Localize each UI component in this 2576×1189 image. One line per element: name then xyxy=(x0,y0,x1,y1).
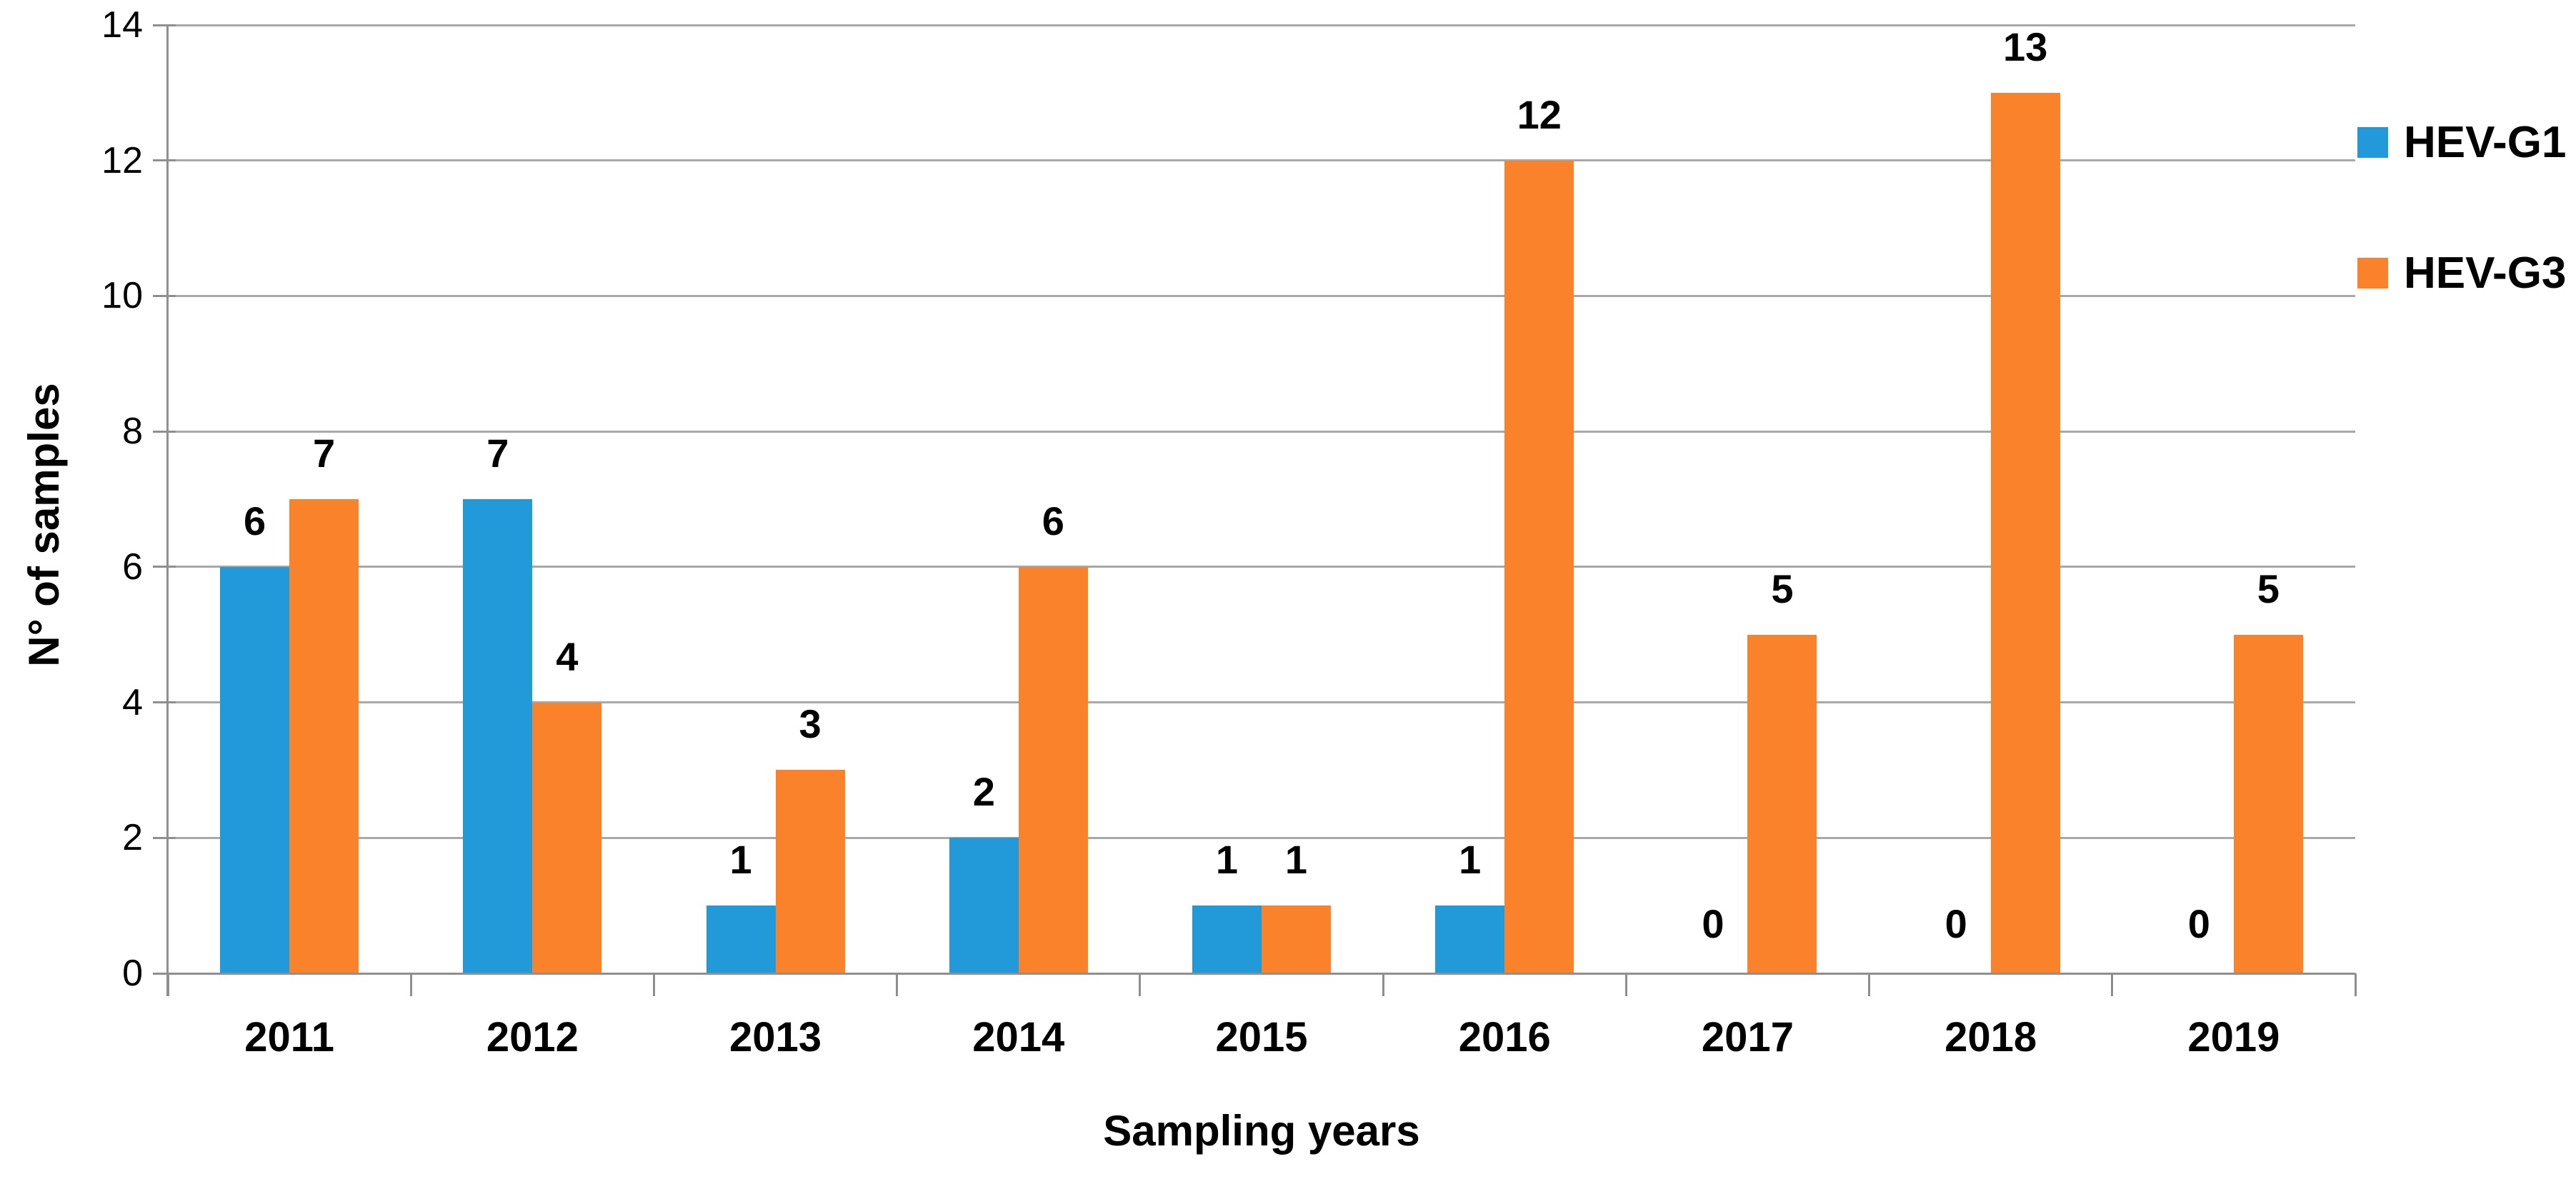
bar-hev-g1-2011 xyxy=(220,566,290,973)
y-tick-mark xyxy=(153,159,176,162)
bar-hev-g3-2016 xyxy=(1504,160,1574,973)
legend-item: HEV-G3 xyxy=(2357,248,2566,298)
x-category-label: 2018 xyxy=(1945,1014,2037,1060)
legend-item: HEV-G1 xyxy=(2357,117,2566,168)
y-tick-label: 8 xyxy=(122,411,143,453)
bar-hev-g1-2013 xyxy=(706,905,776,973)
bar-value-label: 1 xyxy=(1284,837,1308,883)
y-tick-label: 10 xyxy=(101,275,143,317)
y-tick-label: 2 xyxy=(122,817,143,859)
y-axis-line xyxy=(166,25,169,996)
bar-value-label: 7 xyxy=(313,431,336,476)
bar-hev-g3-2011 xyxy=(289,499,359,973)
bar-value-label: 0 xyxy=(1945,901,1967,946)
x-category-label: 2019 xyxy=(2187,1014,2280,1060)
bar-value-label: 3 xyxy=(799,701,822,747)
y-tick-mark xyxy=(153,972,176,975)
x-category-label: 2014 xyxy=(972,1014,1065,1060)
y-tick-mark xyxy=(153,294,176,297)
x-tick-mark xyxy=(652,973,655,996)
x-category-label: 2017 xyxy=(1701,1014,1794,1060)
x-tick-mark xyxy=(2354,973,2357,996)
bar-hev-g1-2015 xyxy=(1192,905,1262,973)
legend-label: HEV-G3 xyxy=(2404,249,2567,298)
x-tick-mark xyxy=(1139,973,1142,996)
bar-hev-g3-2015 xyxy=(1262,905,1331,973)
legend-swatch-hev-g1 xyxy=(2357,127,2388,158)
y-tick-label: 12 xyxy=(101,139,143,181)
bar-value-label: 0 xyxy=(1702,901,1724,946)
x-category-label: 2011 xyxy=(244,1014,335,1060)
legend-label: HEV-G1 xyxy=(2404,118,2567,167)
x-tick-mark xyxy=(409,973,412,996)
gridline xyxy=(168,294,2355,297)
y-tick-mark xyxy=(153,24,176,26)
y-tick-label: 6 xyxy=(122,546,143,588)
y-tick-label: 4 xyxy=(122,681,143,723)
bar-hev-g3-2018 xyxy=(1990,92,2060,973)
x-axis-line xyxy=(168,972,2355,975)
y-axis-title: N° of samples xyxy=(20,383,68,667)
y-tick-mark xyxy=(153,566,176,568)
x-category-label: 2016 xyxy=(1458,1014,1551,1060)
x-tick-mark xyxy=(1624,973,1627,996)
bar-hev-g1-2014 xyxy=(949,838,1019,973)
bar-hev-g1-2016 xyxy=(1435,905,1505,973)
x-tick-mark xyxy=(1868,973,1871,996)
bar-hev-g3-2019 xyxy=(2233,634,2303,973)
x-tick-mark xyxy=(1382,973,1384,996)
gridline xyxy=(168,836,2355,839)
bar-value-label: 2 xyxy=(972,769,995,815)
x-category-label: 2012 xyxy=(486,1014,579,1060)
x-axis-title: Sampling years xyxy=(1103,1107,1420,1155)
y-tick-label: 0 xyxy=(122,953,143,994)
x-tick-mark xyxy=(2111,973,2114,996)
bar-value-label: 5 xyxy=(1771,566,1794,611)
bar-hev-g1-2012 xyxy=(463,499,533,973)
gridline xyxy=(168,159,2355,162)
bar-value-label: 1 xyxy=(729,837,752,883)
bar-value-label: 4 xyxy=(556,633,579,679)
y-tick-mark xyxy=(153,430,176,433)
gridline xyxy=(168,566,2355,568)
y-tick-mark xyxy=(153,701,176,704)
gridline xyxy=(168,24,2355,26)
bar-value-label: 12 xyxy=(1517,91,1562,137)
x-tick-mark xyxy=(896,973,899,996)
legend-swatch-hev-g3 xyxy=(2357,258,2388,289)
bar-value-label: 1 xyxy=(1215,837,1239,883)
bar-hev-g3-2013 xyxy=(775,770,845,973)
y-tick-label: 14 xyxy=(101,4,143,46)
gridline xyxy=(168,701,2355,704)
gridline xyxy=(168,430,2355,433)
x-category-label: 2015 xyxy=(1215,1014,1308,1060)
y-tick-mark xyxy=(153,836,176,839)
x-category-label: 2013 xyxy=(729,1014,822,1060)
bar-value-label: 0 xyxy=(2187,901,2210,946)
bar-value-label: 7 xyxy=(486,431,509,476)
bar-value-label: 5 xyxy=(2257,566,2280,611)
bar-value-label: 1 xyxy=(1459,837,1482,883)
bar-hev-g3-2012 xyxy=(532,702,602,973)
bar-hev-g3-2014 xyxy=(1018,566,1088,973)
bar-value-label: 13 xyxy=(2003,24,2048,69)
bar-hev-g3-2017 xyxy=(1747,634,1817,973)
bar-value-label: 6 xyxy=(1042,498,1064,543)
bar-value-label: 6 xyxy=(244,498,266,543)
